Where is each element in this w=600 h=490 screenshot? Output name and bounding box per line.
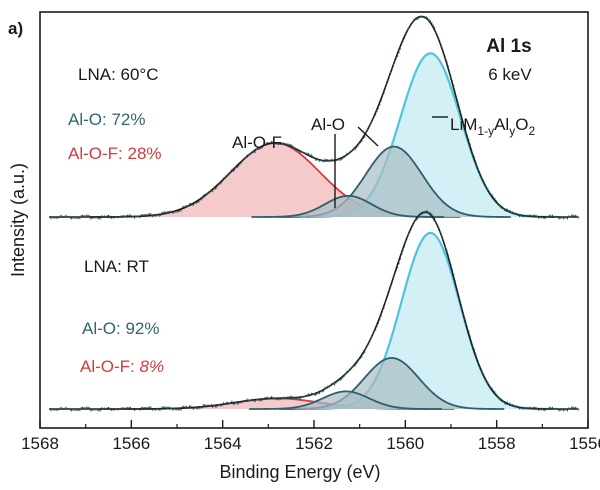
annotation-lim-al-o2: LiM1-yAlyO2	[450, 115, 535, 138]
component-fill-al-o	[276, 146, 511, 217]
lim-al: Al	[494, 115, 509, 134]
plot-layers	[49, 15, 580, 412]
lim-base: LiM	[450, 115, 477, 134]
component-line-al-o	[251, 194, 445, 218]
fit-envelope	[49, 211, 578, 410]
bottom-panel-condition: LNA: RT	[84, 257, 149, 276]
al-o-pointer-line-2	[357, 126, 379, 147]
x-tick-label-1560: 1560	[386, 434, 424, 453]
x-tick-label-1562: 1562	[295, 434, 333, 453]
chart-title: Al 1s	[486, 36, 531, 57]
component-fill-lim1-yalyo2	[309, 233, 552, 409]
panel-bottom	[49, 210, 580, 412]
x-axis-label: Binding Energy (eV)	[219, 462, 380, 482]
top-al-o-f-prefix: Al-O-F:	[68, 144, 128, 163]
x-tick-label-1564: 1564	[204, 434, 242, 453]
component-fill-al-o-f	[89, 143, 461, 217]
component-fill-lim1-yalyo2	[305, 53, 556, 217]
component-line-al-o	[249, 390, 442, 410]
y-axis-label: Intensity (a.u.)	[8, 163, 28, 277]
measured-data-points	[49, 15, 580, 220]
x-axis-ticks: 1568 1566 1564 1562 1560 1558 1556	[21, 420, 600, 453]
x-tick-label-1556: 1556	[569, 434, 600, 453]
lim-sub-1: 1-y	[477, 124, 494, 138]
lim-sub-3: 2	[528, 124, 535, 138]
panel-top	[49, 15, 580, 220]
x-tick-label-1566: 1566	[112, 434, 150, 453]
top-panel-al-o-fraction: Al-O: 72%	[68, 110, 145, 129]
top-panel-al-o-f-fraction: Al-O-F: 28%	[68, 144, 162, 163]
lim-o: O	[515, 115, 528, 134]
panel-label: a)	[8, 19, 23, 38]
top-panel-condition: LNA: 60°C	[78, 65, 159, 84]
annotation-al-o-f: Al-O-F	[232, 133, 282, 152]
lim-sub-2: y	[509, 124, 515, 138]
measured-data-points	[49, 210, 580, 412]
component-fill-al-o-f	[99, 398, 455, 409]
annotation-al-o: Al-O	[311, 115, 345, 134]
bottom-al-o-f-prefix: Al-O-F:	[80, 357, 140, 376]
component-fill-al-o	[278, 357, 505, 409]
bottom-al-o-f-value: 8%	[140, 357, 165, 376]
component-fill-al-o	[251, 195, 446, 217]
chart-subtitle: 6 keV	[488, 65, 532, 84]
x-tick-label-1558: 1558	[478, 434, 516, 453]
bottom-panel-al-o-fraction: Al-O: 92%	[82, 319, 159, 338]
x-tick-label-1568: 1568	[21, 434, 59, 453]
bottom-panel-al-o-f-fraction: Al-O-F: 8%	[80, 357, 164, 376]
component-fill-al-o	[249, 391, 443, 409]
top-al-o-f-value: 28%	[128, 144, 162, 163]
